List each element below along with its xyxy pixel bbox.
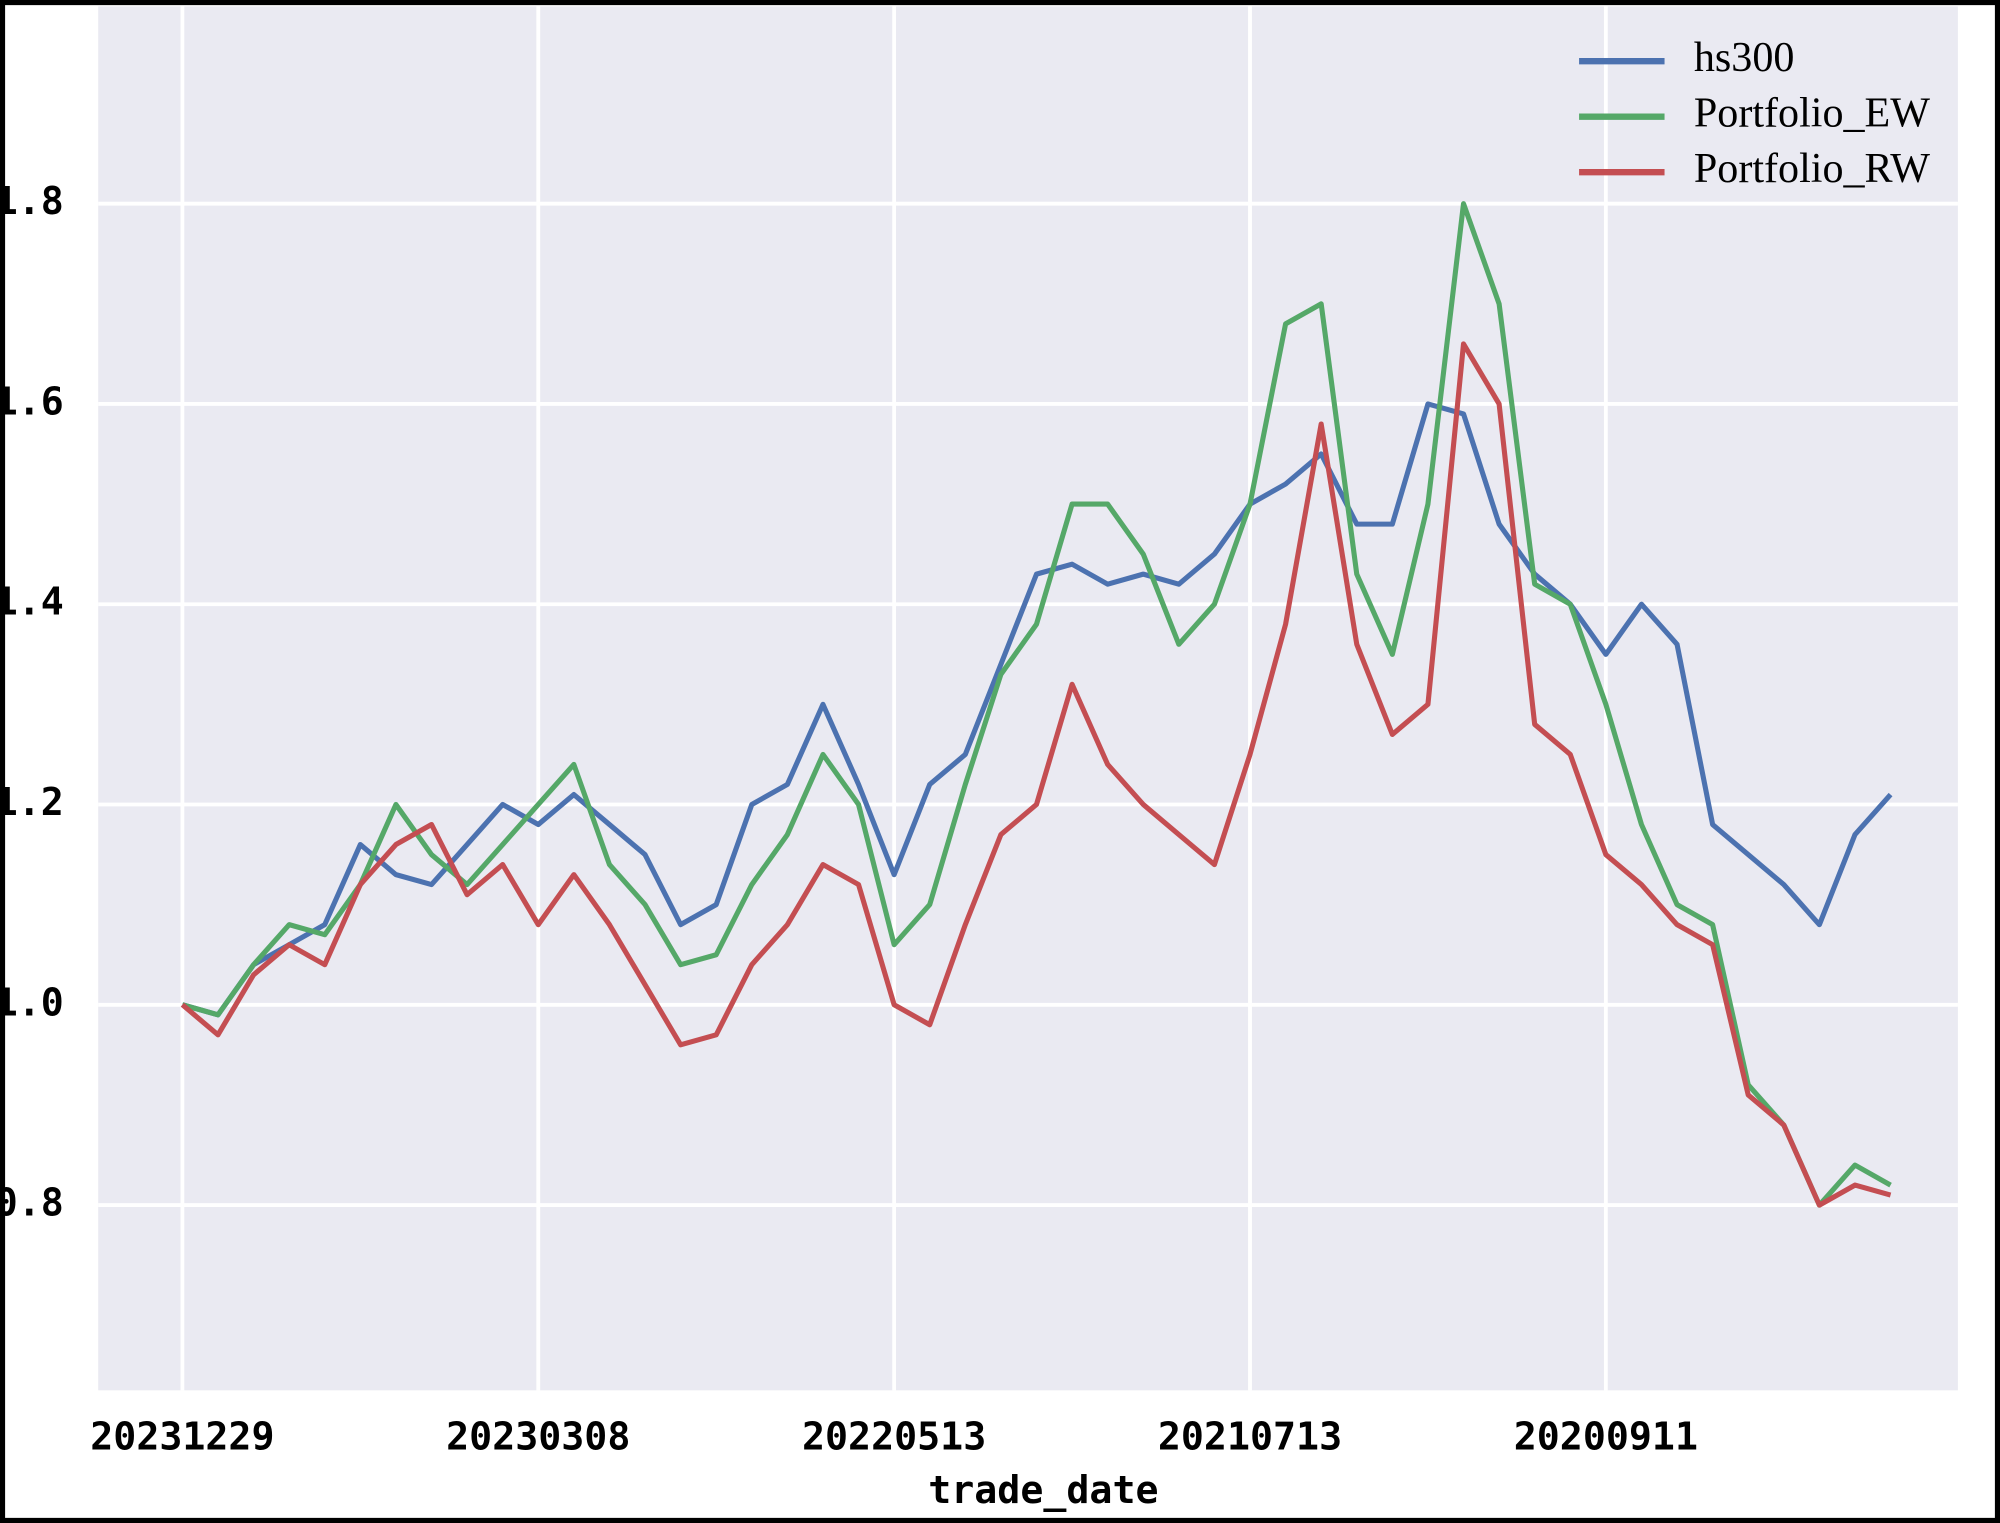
x-tick-label: 20230308 bbox=[446, 1414, 630, 1459]
y-tick-label: 1.8 bbox=[0, 179, 64, 224]
y-tick-label: 0.8 bbox=[0, 1181, 64, 1226]
grid bbox=[98, 6, 1958, 1391]
x-tick-label: 20220513 bbox=[802, 1414, 986, 1459]
y-tick-label: 1.6 bbox=[0, 379, 64, 424]
plot-area bbox=[98, 6, 1958, 1391]
y-tick-label: 1.4 bbox=[0, 580, 64, 625]
legend-label: Portfolio_EW bbox=[1694, 89, 1930, 136]
y-tick-label: 1.2 bbox=[0, 780, 64, 825]
series-line bbox=[181, 401, 1893, 1018]
legend-label: hs300 bbox=[1694, 34, 1795, 81]
legend-label: Portfolio_RW bbox=[1694, 145, 1930, 192]
x-tick-label: 20210713 bbox=[1158, 1414, 1342, 1459]
lines bbox=[180, 201, 1893, 1208]
series-line bbox=[180, 341, 1892, 1208]
labels: 0.8 1.0 1.2 1.4 1.6 1.8 20231229 20230308 202205… bbox=[0, 34, 1930, 1459]
series-line bbox=[181, 201, 1892, 1208]
x-axis-label: trade_date bbox=[928, 1468, 1158, 1513]
x-tick-label: 20200911 bbox=[1514, 1414, 1698, 1459]
x-tick-label: 20231229 bbox=[90, 1414, 274, 1459]
y-tick-label: 1.0 bbox=[0, 980, 64, 1025]
